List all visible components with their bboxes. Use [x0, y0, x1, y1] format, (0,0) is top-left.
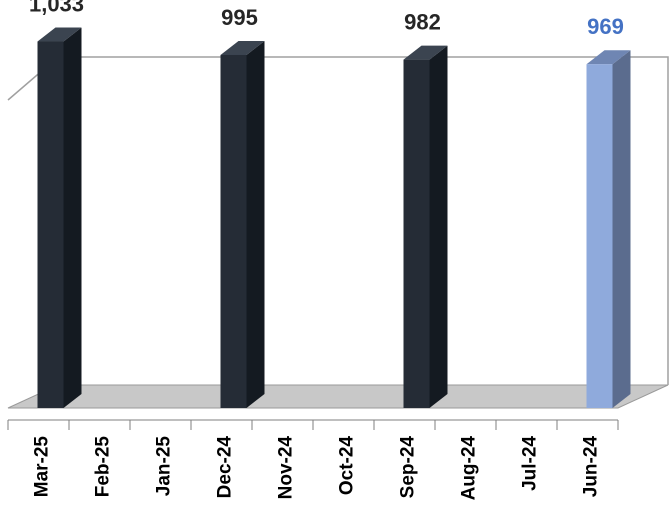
x-tick-label: Dec-24 — [215, 436, 236, 499]
x-tick-label: Nov-24 — [276, 436, 297, 500]
chart-floor — [7, 384, 669, 409]
plot-frame — [7, 56, 669, 409]
bar-top-face — [37, 27, 82, 42]
bar-side-face — [612, 50, 631, 409]
bar-sep-24 — [403, 45, 448, 408]
x-tick-label: Jan-25 — [154, 436, 175, 497]
x-tick-label: Sep-24 — [398, 436, 419, 499]
value-label: 995 — [221, 5, 258, 30]
bar-top-face — [220, 40, 265, 55]
bar-top-face — [586, 50, 631, 65]
value-label: 982 — [404, 10, 441, 35]
bar-side-face — [63, 27, 82, 409]
x-tick-label: Jul-24 — [520, 436, 541, 491]
back-wall-edge — [7, 56, 669, 385]
bar-mar-25 — [37, 27, 82, 409]
x-axis-ticks: Mar-25 Feb-25 Jan-25 Dec-24 Nov-24 Oct-24 Sep-… — [7, 419, 619, 501]
value-label: 969 — [587, 14, 624, 39]
bar-front-face — [37, 41, 64, 409]
x-tick-label: Oct-24 — [337, 436, 358, 496]
x-tick-label: Feb-25 — [93, 436, 114, 498]
value-labels: 1,033 995 982 969 — [29, 0, 624, 39]
x-tick-label: Jun-24 — [581, 436, 602, 498]
value-label: 1,033 — [29, 0, 84, 17]
bar-front-face — [220, 54, 247, 408]
bar-dec-24 — [220, 40, 265, 408]
bars — [37, 27, 631, 409]
bar-front-face — [403, 59, 430, 408]
x-tick-label: Aug-24 — [459, 436, 480, 501]
bar-top-face — [403, 45, 448, 60]
x-tick-label: Mar-25 — [32, 436, 53, 498]
bar-jun-24 — [586, 50, 631, 409]
bar-side-face — [429, 45, 448, 408]
bar-side-face — [246, 40, 265, 408]
bar-front-face — [586, 64, 613, 409]
